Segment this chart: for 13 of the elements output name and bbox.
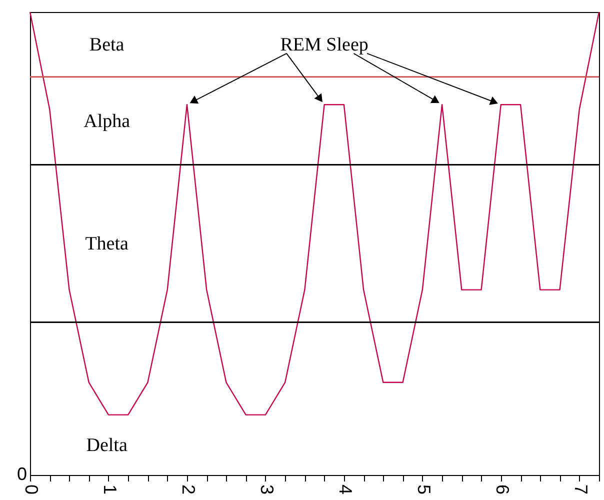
- x-tick-label: 1: [100, 484, 120, 495]
- x-tick-label: 6: [492, 484, 512, 495]
- annotation: Theta: [85, 234, 129, 254]
- x-tick-label: 5: [414, 484, 434, 495]
- x-tick-label: 3: [256, 484, 277, 495]
- x-tick-label: 0: [22, 484, 42, 495]
- x-tick-label: 4: [335, 484, 356, 495]
- x-tick-label: 2: [178, 484, 198, 495]
- x-tick-label: 7: [570, 484, 591, 495]
- annotation: Beta: [89, 34, 125, 56]
- annotation: Delta: [86, 434, 128, 456]
- annotation: REM Sleep: [280, 34, 368, 56]
- annotation: Alpha: [84, 110, 131, 132]
